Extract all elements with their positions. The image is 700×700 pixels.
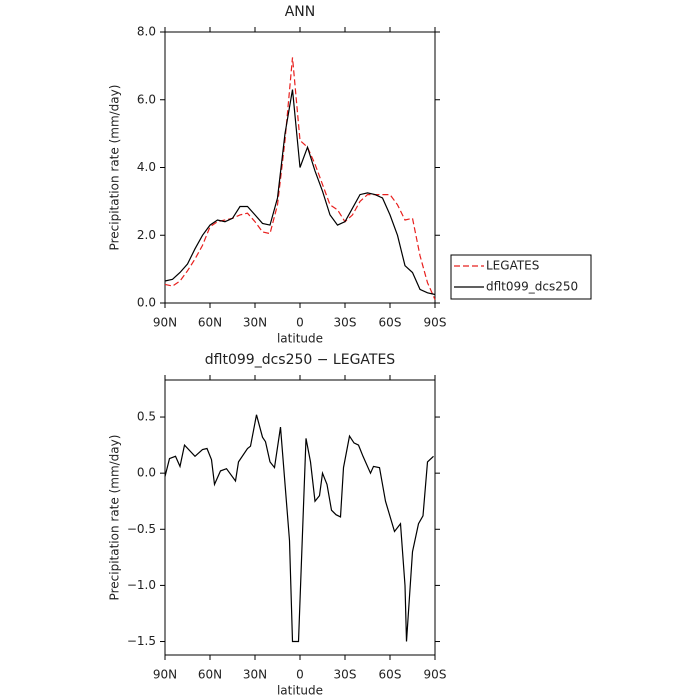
y-axis-label: Precipitation rate (mm/day) (108, 435, 122, 601)
chart-title: dflt099_dcs250 − LEGATES (205, 352, 396, 368)
x-tick-label: 30S (334, 316, 357, 330)
x-tick-label: 90S (424, 668, 447, 682)
x-tick-label: 30N (243, 316, 267, 330)
x-tick-label: 90N (153, 316, 177, 330)
data-line (164, 57, 436, 300)
data-line (164, 414, 434, 643)
x-axis-label: latitude (277, 684, 323, 698)
x-axis-label: latitude (277, 332, 323, 346)
legend-box (450, 254, 592, 300)
y-tick-label: 6.0 (137, 92, 156, 106)
y-tick-label: −0.5 (127, 522, 156, 536)
x-tick-label: 60N (198, 316, 222, 330)
x-tick-label: 0 (296, 316, 304, 330)
y-axis-label: Precipitation rate (mm/day) (108, 85, 122, 251)
x-tick-label: 90N (153, 668, 177, 682)
x-tick-label: 30N (243, 668, 267, 682)
y-tick-label: −1.0 (127, 578, 156, 592)
x-tick-label: 30S (334, 668, 357, 682)
x-tick-label: 90S (424, 316, 447, 330)
y-tick-label: −1.5 (127, 634, 156, 648)
chart-title: ANN (285, 4, 316, 20)
legend-label: LEGATES (486, 259, 539, 273)
x-tick-label: 60N (198, 668, 222, 682)
y-tick-label: 4.0 (137, 160, 156, 174)
y-tick-label: 0.5 (137, 410, 156, 424)
y-tick-label: 2.0 (137, 228, 156, 242)
data-line (164, 89, 436, 296)
x-tick-label: 60S (379, 316, 402, 330)
y-tick-label: 8.0 (137, 25, 156, 39)
x-tick-label: 60S (379, 668, 402, 682)
y-tick-label: 0.0 (137, 296, 156, 310)
y-tick-label: 0.0 (137, 466, 156, 480)
legend-label: dflt099_dcs250 (486, 280, 578, 294)
x-tick-label: 0 (296, 668, 304, 682)
